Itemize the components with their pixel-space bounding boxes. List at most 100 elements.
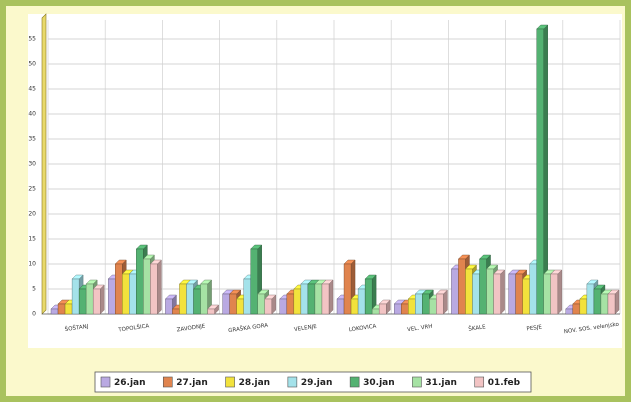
legend-label: 27.jan [176, 378, 208, 388]
bar [350, 298, 359, 315]
legend-swatch [162, 376, 173, 388]
legend-swatch [349, 376, 360, 388]
bar [458, 258, 466, 315]
bar [522, 278, 530, 315]
bar [415, 293, 423, 315]
bar-side [557, 269, 562, 315]
bar [92, 288, 101, 315]
bar [193, 288, 201, 315]
bar [401, 303, 409, 315]
bar [314, 283, 323, 315]
y-tick-label: 55 [28, 36, 36, 43]
legend-swatch [412, 376, 422, 388]
bar [50, 308, 59, 315]
bar [515, 273, 523, 315]
bar [143, 258, 151, 315]
x-tick-label: LOKOVICA [349, 324, 378, 334]
y-tick-label: 40 [28, 111, 36, 118]
x-tick-label: VEL. VRH [407, 324, 433, 333]
bar-side [99, 284, 105, 315]
bar [150, 263, 158, 315]
bar [321, 283, 330, 315]
bar [279, 298, 288, 315]
bar [343, 263, 352, 315]
y-tick-label: 35 [28, 136, 36, 143]
legend: 26.jan 27.jan 28.jan 29.jan 30.jan 31.jan 01.f… [94, 371, 532, 393]
bar [129, 273, 137, 315]
bar [536, 28, 544, 315]
y-tick-label: 25 [28, 186, 36, 193]
bar [300, 283, 309, 315]
legend-label: 29.jan [301, 378, 333, 388]
legend-label: 30.jan [363, 378, 395, 388]
bar [408, 298, 416, 315]
bar-side [328, 279, 334, 315]
bar [465, 268, 473, 315]
bar [115, 263, 123, 315]
y-tick-label: 10 [28, 261, 36, 268]
bar [451, 268, 459, 315]
bar [71, 278, 80, 315]
bar [222, 293, 230, 315]
bar [57, 303, 66, 315]
bar [394, 303, 402, 315]
bar [364, 278, 373, 315]
x-tick-label: VELENJE [294, 324, 318, 333]
y-tick-label: 15 [28, 236, 36, 243]
bar [593, 288, 602, 315]
bar [565, 308, 574, 315]
bar [186, 283, 194, 315]
bar [357, 288, 366, 315]
bar [336, 298, 345, 315]
bar [229, 293, 237, 315]
bar-side [157, 259, 162, 315]
bar [107, 278, 116, 315]
legend-swatch [474, 376, 485, 388]
bar [422, 293, 430, 315]
bar-side [500, 269, 505, 315]
bar [508, 273, 516, 315]
bar [207, 308, 215, 315]
legend-label: 01.feb [488, 378, 521, 388]
bar [472, 273, 480, 315]
bar [136, 248, 144, 315]
bar [78, 288, 87, 315]
bar [607, 293, 616, 315]
bar [264, 298, 272, 315]
bar [293, 288, 302, 315]
x-tick-label: ZAVODNJE [176, 323, 206, 333]
bar [493, 273, 501, 315]
bar [371, 308, 380, 315]
y-tick-label: 30 [28, 161, 36, 168]
bar [486, 268, 494, 315]
y-tick-label: 20 [28, 211, 36, 218]
y-tick-label: 5 [32, 286, 36, 293]
y-axis-wall [41, 13, 47, 315]
bar [586, 283, 595, 315]
bar [429, 298, 437, 315]
bar [64, 303, 73, 315]
bar [286, 293, 295, 315]
legend-swatch [100, 376, 111, 388]
bar [243, 278, 251, 315]
legend-box [94, 371, 532, 393]
bar [529, 263, 537, 315]
bar [122, 273, 130, 315]
bar [172, 308, 180, 315]
bar [257, 293, 265, 315]
legend-swatch [287, 376, 298, 388]
legend-swatch [225, 376, 235, 388]
bar [250, 248, 258, 315]
bar [543, 273, 551, 315]
legend-label: 26.jan [114, 378, 146, 388]
bar [236, 298, 244, 315]
x-tick-label: PESJE [526, 324, 543, 332]
bar [436, 293, 444, 315]
bar [200, 283, 208, 315]
legend-label: 28.jan [239, 378, 271, 388]
x-tick-label: ŠKALE [468, 323, 487, 332]
bar [550, 273, 558, 315]
y-tick-label: 50 [28, 61, 36, 68]
bar [600, 293, 609, 315]
